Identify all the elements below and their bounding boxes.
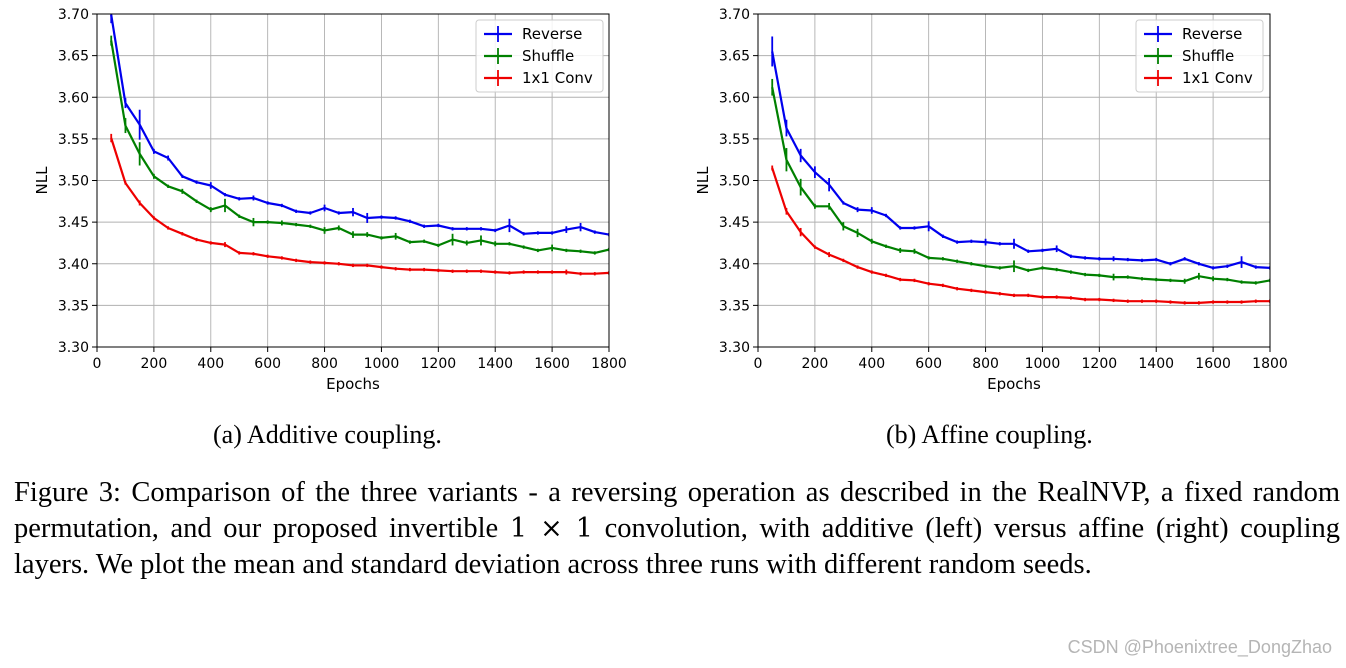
x-tick-label: 1600 [534,356,570,372]
subcaption-a: (a) Additive coupling. [213,420,442,449]
legend: Reverse Shuffle 1x1 Conv [475,19,604,93]
x-tick-label: 1200 [1082,356,1118,372]
plot-frame [757,13,1271,348]
series-1x1-conv [110,133,609,276]
y-tick-label: 3.55 [58,132,89,148]
y-tick-label: 3.70 [58,7,89,23]
y-tick-label: 3.65 [58,49,89,65]
y-axis-label: NLL [33,166,51,195]
caption-math: 1 × 1 [509,513,593,544]
series-reverse [110,14,609,237]
series-shuffle [771,78,1270,285]
x-tick-label: 600 [254,356,281,372]
x-tick-label: 200 [141,356,168,372]
y-axis-label: NLL [694,166,712,195]
series-line [110,40,609,254]
chart-additive-coupling: 0 200 400 600 800 1000 1200 1400 1600 1800 3.30 3.3… [33,7,627,393]
series-line [771,87,1270,284]
x-tick-label: 800 [311,356,338,372]
y-tick-label: 3.60 [58,90,89,106]
x-tick-label: 1800 [591,356,627,372]
x-tick-label: 1000 [1025,356,1061,372]
x-tick-label: 0 [93,356,102,372]
x-tick-label: 1000 [364,356,400,372]
axes: 0 200 400 600 800 1000 1200 1400 1600 1800 3.30 3.3… [694,7,1288,393]
subcaption-b: (b) Affine coupling. [886,420,1093,449]
x-tick-label: 600 [915,356,942,372]
series-line [110,14,609,236]
x-tick-label: 1200 [421,356,457,372]
legend-label: Shuffle [1182,47,1234,65]
plot-frame [96,13,610,348]
series-line [771,51,1270,269]
x-axis-label: Epochs [987,375,1041,393]
series-reverse [771,36,1270,270]
y-tick-label: 3.30 [58,340,89,356]
x-tick-label: 1800 [1252,356,1288,372]
y-tick-label: 3.60 [719,90,750,106]
figure-caption: Figure 3: Comparison of the three varian… [14,475,1340,583]
y-tick-label: 3.40 [719,257,750,273]
y-tick-label: 3.45 [58,215,89,231]
series-1x1-conv [771,165,1270,305]
series-line [110,137,609,275]
caption-text-after: convolution, with additive (left) versus… [14,513,1340,580]
legend-box [475,19,604,93]
y-tick-label: 3.50 [719,174,750,190]
x-tick-label: 400 [197,356,224,372]
y-tick-label: 3.35 [58,298,89,314]
x-tick-label: 400 [858,356,885,372]
legend-label: 1x1 Conv [1182,69,1253,87]
series-line [771,167,1270,304]
x-axis-label: Epochs [326,375,380,393]
chart-affine-coupling: 0 200 400 600 800 1000 1200 1400 1600 1800 3.30 3.3… [694,7,1288,393]
axes: 0 200 400 600 800 1000 1200 1400 1600 1800 3.30 3.3… [33,7,627,393]
y-tick-label: 3.40 [58,257,89,273]
x-tick-label: 1400 [477,356,513,372]
legend: Reverse Shuffle 1x1 Conv [1135,19,1264,93]
legend-label: 1x1 Conv [522,69,593,87]
legend-label: Shuffle [522,47,574,65]
y-tick-label: 3.50 [58,174,89,190]
x-tick-label: 1400 [1138,356,1174,372]
x-tick-label: 200 [802,356,829,372]
y-tick-label: 3.35 [719,298,750,314]
y-tick-label: 3.55 [719,132,750,148]
series-shuffle [110,35,609,255]
y-tick-label: 3.70 [719,7,750,23]
y-tick-label: 3.65 [719,49,750,65]
legend-label: Reverse [1182,25,1242,43]
legend-box [1135,19,1264,93]
x-tick-label: 0 [754,356,763,372]
legend-label: Reverse [522,25,582,43]
caption-text-before: Figure 3: Comparison of the three varian… [14,477,1340,544]
x-tick-label: 800 [972,356,999,372]
x-tick-label: 1600 [1195,356,1231,372]
y-tick-label: 3.45 [719,215,750,231]
watermark: CSDN @Phoenixtree_DongZhao [1067,637,1332,657]
y-tick-label: 3.30 [719,340,750,356]
